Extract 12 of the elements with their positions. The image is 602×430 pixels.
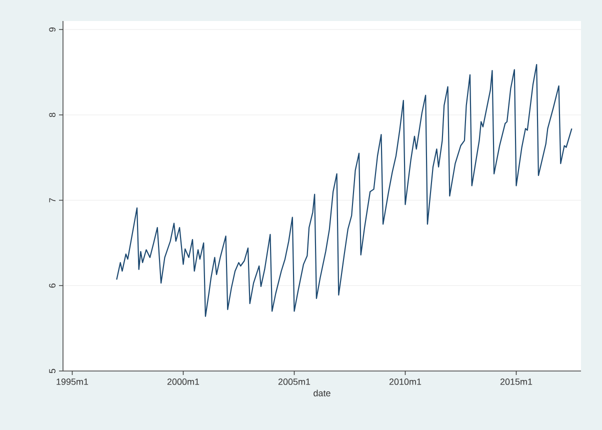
- line-series: [116, 64, 572, 317]
- y-tick-label: 9: [49, 27, 56, 32]
- x-tick-label: 1995m1: [56, 378, 88, 385]
- x-axis-title: date: [314, 390, 330, 396]
- y-tick-label: 8: [49, 112, 56, 118]
- y-tick-label: 5: [49, 368, 56, 374]
- x-tick-label: 2010m1: [389, 378, 422, 385]
- x-tick-label: 2005m1: [278, 378, 310, 385]
- y-tick-label: 6: [49, 284, 56, 288]
- x-tick-label: 2015m1: [500, 378, 532, 385]
- x-tick-label: 2000m1: [167, 378, 200, 385]
- y-tick-label: 7: [49, 198, 56, 202]
